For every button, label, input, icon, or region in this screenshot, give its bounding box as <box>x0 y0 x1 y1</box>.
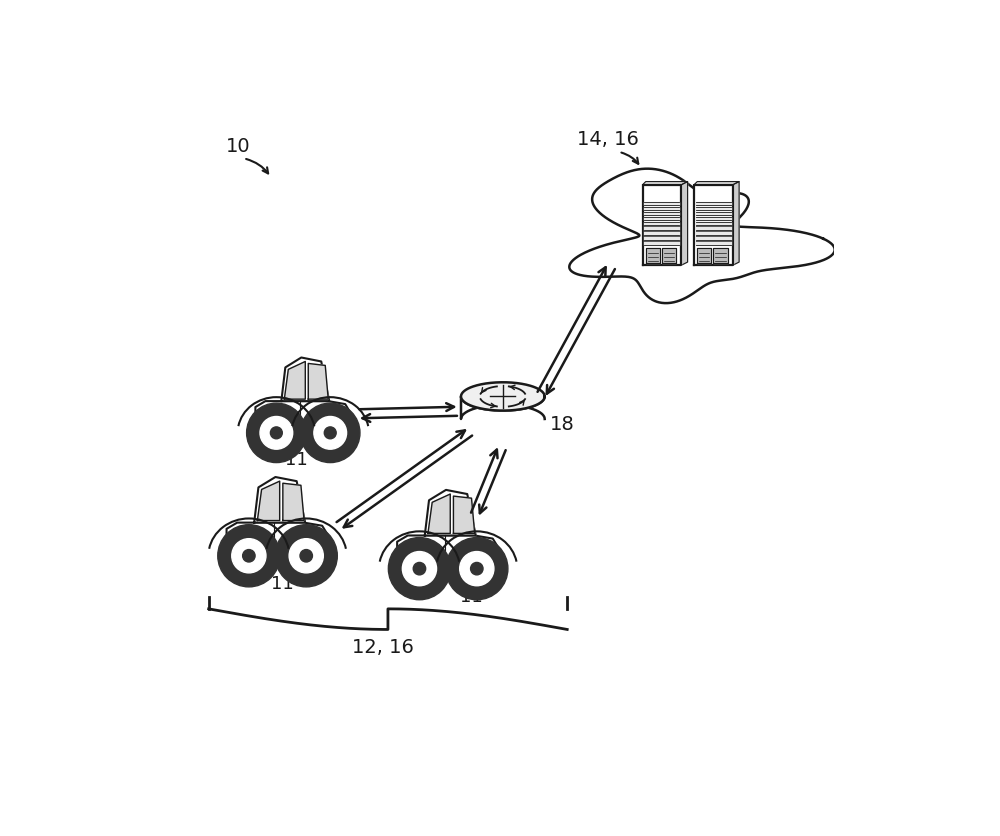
Polygon shape <box>644 217 679 220</box>
Polygon shape <box>425 490 476 536</box>
Polygon shape <box>733 181 739 265</box>
Circle shape <box>289 538 323 573</box>
Polygon shape <box>681 181 688 265</box>
Polygon shape <box>308 364 328 399</box>
Text: 10: 10 <box>226 137 251 155</box>
Circle shape <box>402 552 437 586</box>
Polygon shape <box>696 217 731 220</box>
Circle shape <box>270 427 282 439</box>
Polygon shape <box>643 185 681 265</box>
Circle shape <box>471 563 483 575</box>
Circle shape <box>314 416 347 449</box>
Polygon shape <box>461 382 545 410</box>
Polygon shape <box>713 247 728 263</box>
Polygon shape <box>694 185 733 265</box>
Polygon shape <box>255 401 351 436</box>
Circle shape <box>460 552 494 586</box>
Polygon shape <box>461 396 545 419</box>
Polygon shape <box>453 496 475 533</box>
Text: 11: 11 <box>285 451 308 469</box>
Circle shape <box>446 538 508 599</box>
Polygon shape <box>696 222 731 225</box>
Polygon shape <box>694 181 739 185</box>
Polygon shape <box>644 206 679 210</box>
Polygon shape <box>569 169 835 303</box>
Circle shape <box>413 563 426 575</box>
Circle shape <box>388 538 451 599</box>
Circle shape <box>232 538 266 573</box>
Circle shape <box>243 549 255 562</box>
Circle shape <box>247 403 306 462</box>
Polygon shape <box>696 201 731 205</box>
Circle shape <box>260 416 293 449</box>
Polygon shape <box>696 242 731 244</box>
Circle shape <box>300 403 360 462</box>
Polygon shape <box>646 247 660 263</box>
Polygon shape <box>643 181 688 185</box>
Polygon shape <box>696 237 731 240</box>
Text: 11: 11 <box>460 588 482 606</box>
Polygon shape <box>644 242 679 244</box>
Polygon shape <box>644 232 679 235</box>
Polygon shape <box>696 232 731 235</box>
Polygon shape <box>283 483 304 521</box>
Polygon shape <box>227 522 329 560</box>
Text: 18: 18 <box>550 415 575 434</box>
Circle shape <box>218 525 280 587</box>
Polygon shape <box>397 536 499 573</box>
Polygon shape <box>697 247 711 263</box>
Polygon shape <box>644 212 679 215</box>
Polygon shape <box>644 227 679 230</box>
Polygon shape <box>696 227 731 230</box>
Polygon shape <box>428 494 450 533</box>
Text: 14, 16: 14, 16 <box>577 130 639 150</box>
Polygon shape <box>696 206 731 210</box>
Polygon shape <box>644 201 679 205</box>
Polygon shape <box>644 222 679 225</box>
Text: 11: 11 <box>271 575 294 593</box>
Polygon shape <box>696 212 731 215</box>
Polygon shape <box>254 477 305 522</box>
Circle shape <box>300 549 312 562</box>
Circle shape <box>275 525 337 587</box>
Circle shape <box>324 427 336 439</box>
Text: 12, 16: 12, 16 <box>352 638 413 656</box>
Polygon shape <box>662 247 676 263</box>
Polygon shape <box>644 237 679 240</box>
Polygon shape <box>284 361 305 399</box>
Polygon shape <box>257 482 280 521</box>
Polygon shape <box>281 358 329 401</box>
